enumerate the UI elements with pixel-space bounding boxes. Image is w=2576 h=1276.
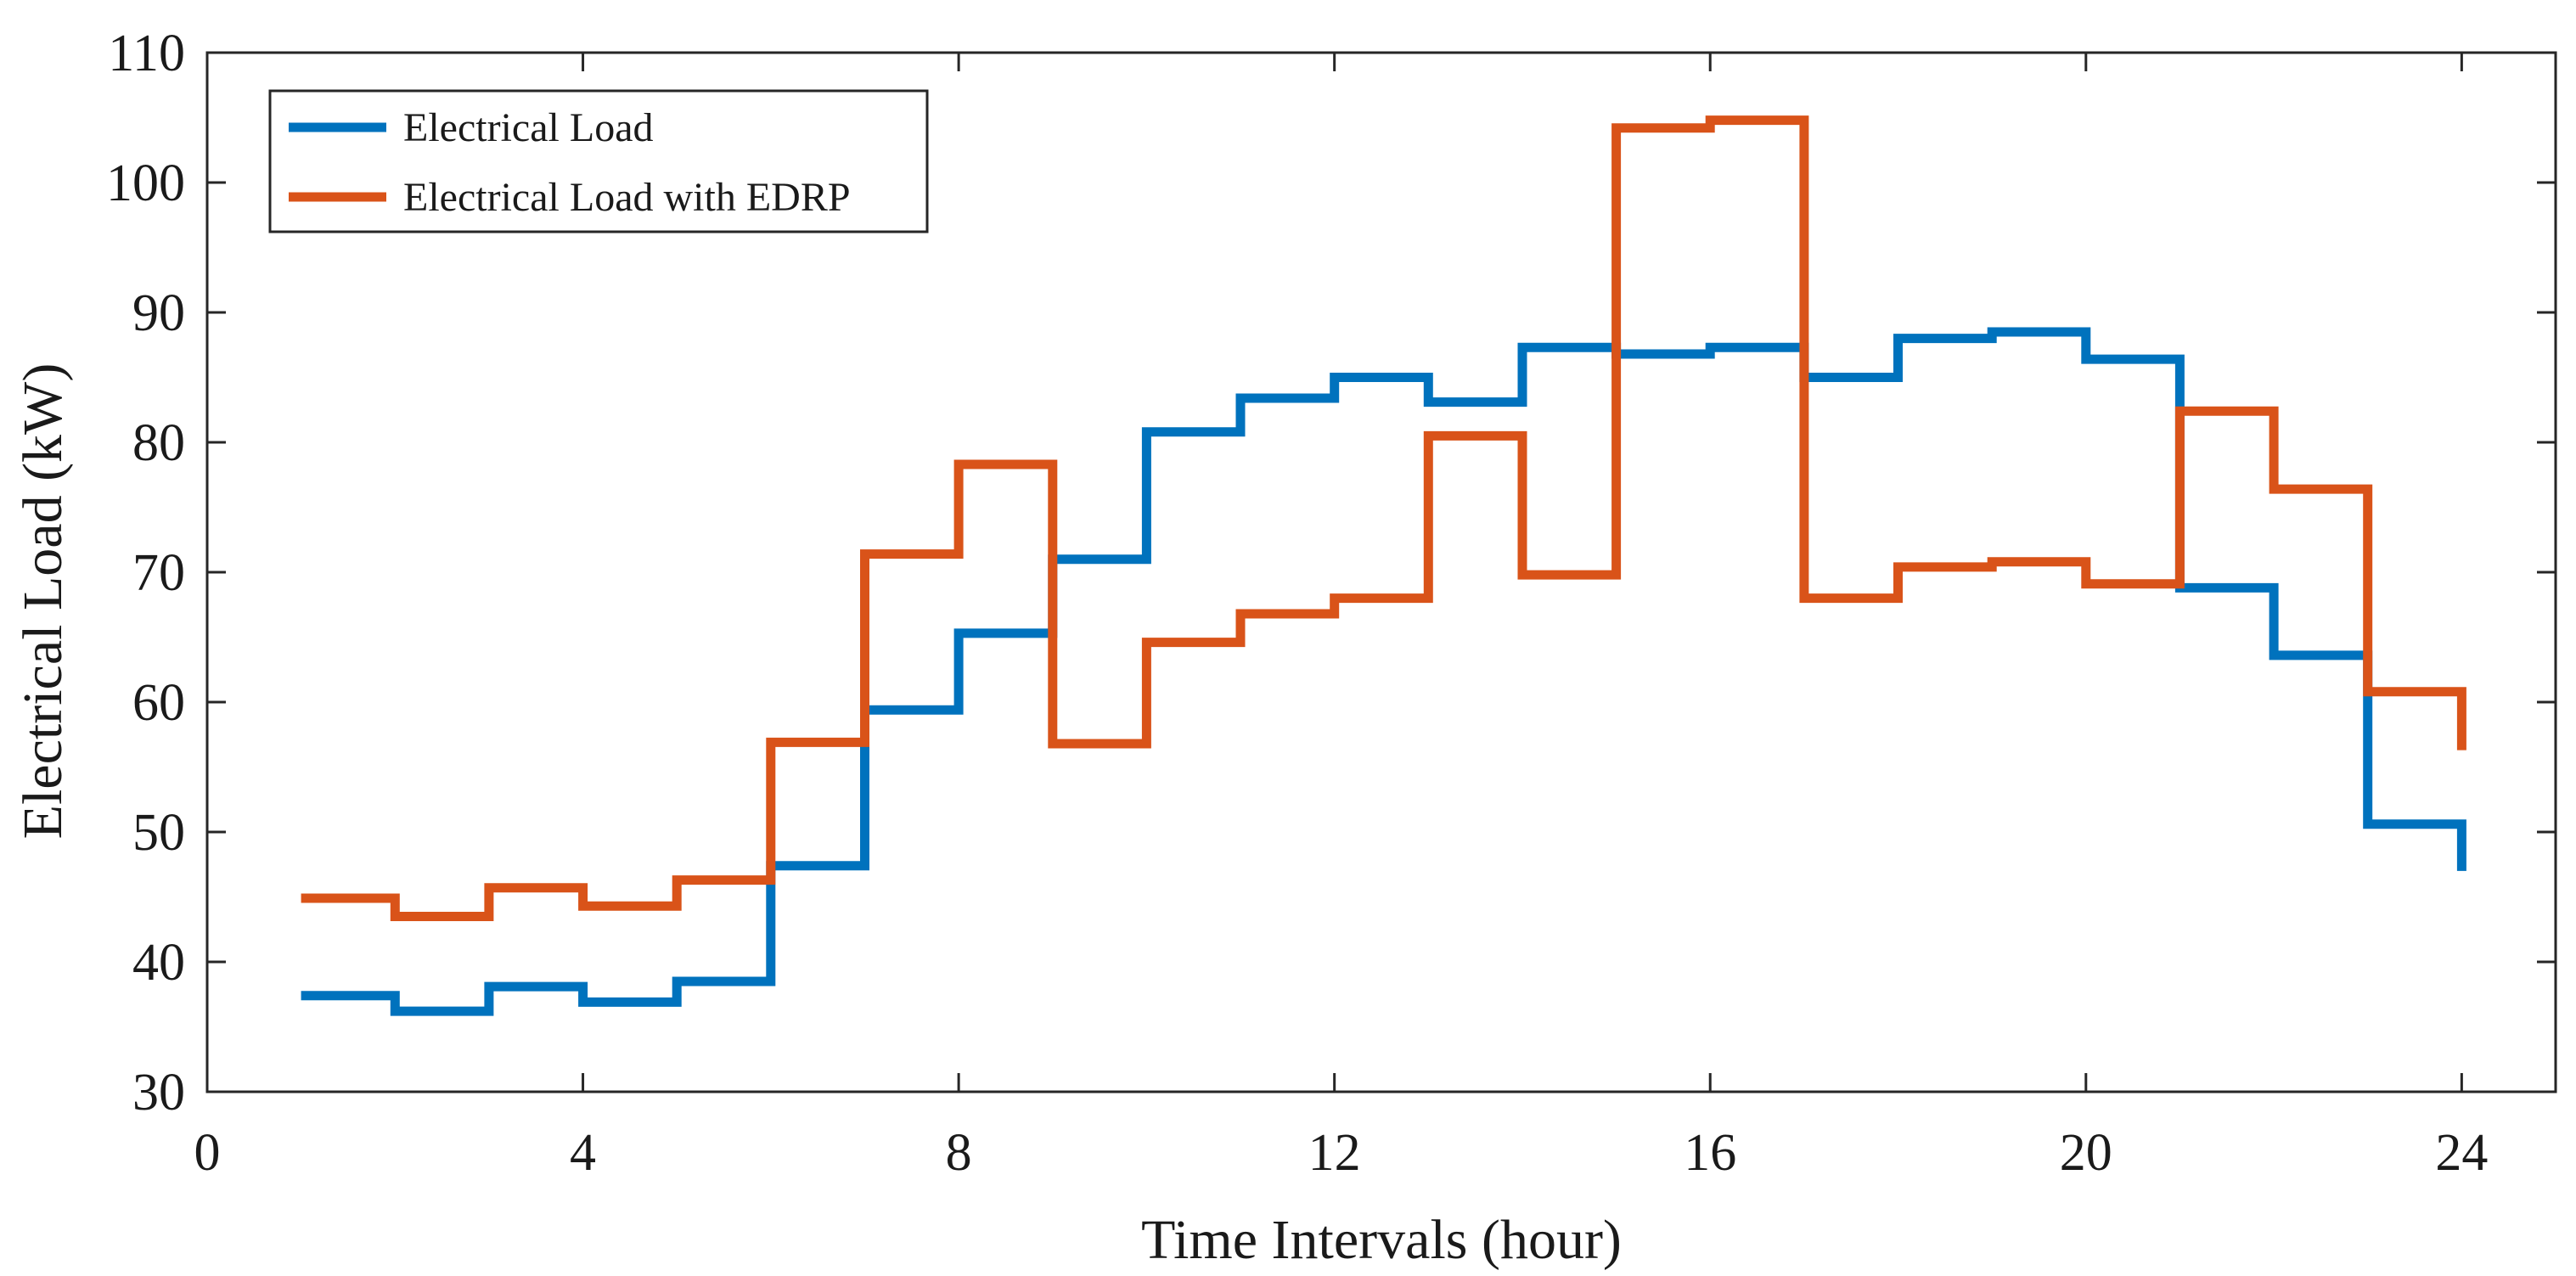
legend: Electrical Load Electrical Load with EDR… — [268, 89, 929, 233]
axes: 0 4 8 12 16 20 24 30 40 50 60 70 80 90 100 110 — [106, 25, 2557, 1182]
y-tick-label-60: 60 — [132, 674, 185, 732]
y-tick-label-90: 90 — [132, 284, 185, 342]
series-line-electrical-load — [301, 327, 2466, 1016]
series-line-electrical-load-with-edrp — [301, 115, 2466, 921]
x-tick-label-16: 16 — [1684, 1124, 1736, 1182]
legend-label-electrical-load-with-edrp: Electrical Load with EDRP — [403, 175, 851, 220]
y-tick-label-50: 50 — [132, 804, 185, 862]
x-tick-label-24: 24 — [2435, 1124, 2488, 1182]
x-tick-label-4: 4 — [570, 1124, 596, 1182]
x-tick-label-12: 12 — [1308, 1124, 1361, 1182]
x-tick-label-0: 0 — [194, 1124, 221, 1182]
y-tick-label-30: 30 — [132, 1064, 185, 1121]
y-tick-label-70: 70 — [132, 544, 185, 602]
y-tick-label-110: 110 — [108, 25, 185, 82]
x-tick-label-8: 8 — [946, 1124, 972, 1182]
y-tick-label-80: 80 — [132, 414, 185, 472]
legend-label-electrical-load: Electrical Load — [403, 105, 654, 150]
x-axis-title: Time Intervals (hour) — [1141, 1209, 1622, 1271]
y-tick-label-40: 40 — [132, 934, 185, 992]
plot-area — [301, 115, 2466, 1016]
y-tick-label-100: 100 — [106, 155, 185, 212]
x-tick-label-20: 20 — [2060, 1124, 2112, 1182]
legend-box — [268, 89, 929, 233]
y-axis-title: Electrical Load (kW) — [12, 363, 74, 840]
